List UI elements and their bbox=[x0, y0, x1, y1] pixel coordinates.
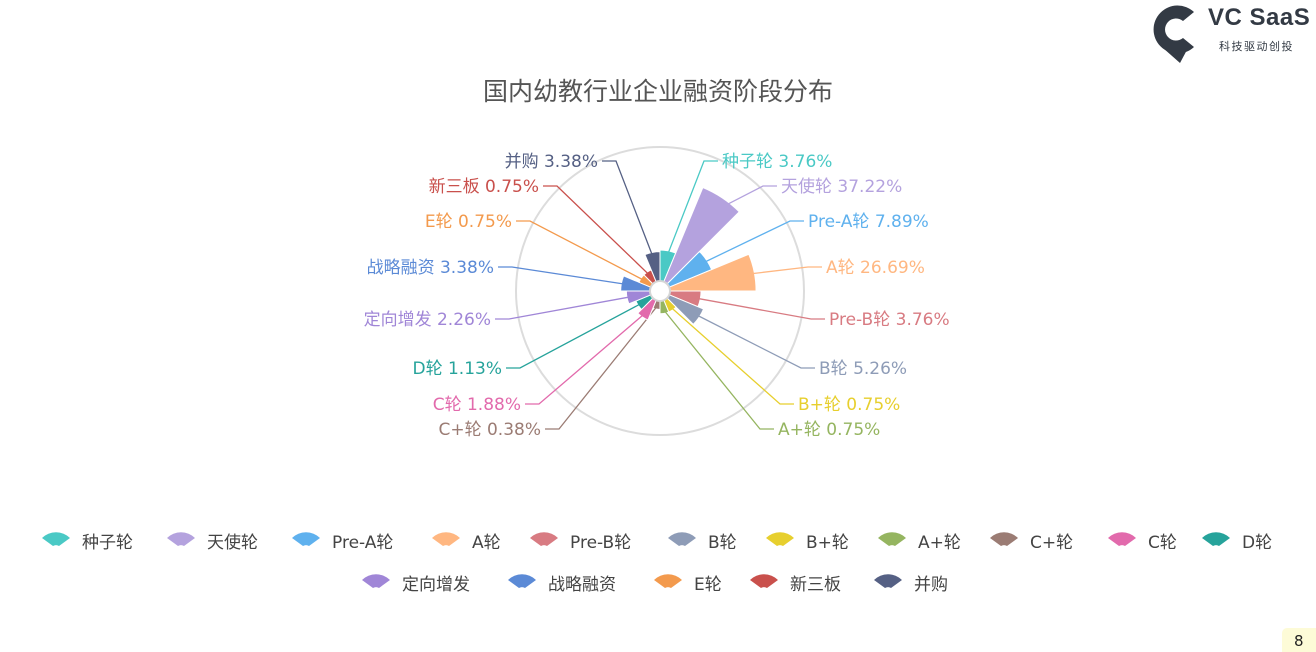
legend-label: C+轮 bbox=[1030, 533, 1074, 553]
slice-label-10: D轮 1.13% bbox=[413, 359, 503, 379]
slice-label-9: C轮 1.88% bbox=[433, 395, 521, 415]
legend-label: Pre-B轮 bbox=[570, 533, 632, 553]
legend-item-10[interactable]: D轮 bbox=[1200, 528, 1272, 553]
slice-label-11: 定向增发 2.26% bbox=[364, 310, 491, 330]
legend-item-13[interactable]: E轮 bbox=[652, 570, 722, 595]
legend-item-3[interactable]: A轮 bbox=[430, 528, 501, 553]
legend-label: D轮 bbox=[1242, 533, 1273, 553]
leader-line-0 bbox=[666, 160, 718, 258]
leader-line-4 bbox=[694, 297, 825, 320]
slice-label-4: Pre-B轮 3.76% bbox=[829, 310, 950, 330]
legend-fan-icon bbox=[167, 531, 195, 546]
slice-label-6: B+轮 0.75% bbox=[798, 395, 900, 415]
legend-item-11[interactable]: 定向增发 bbox=[360, 570, 470, 595]
slice-label-8: C+轮 0.38% bbox=[438, 420, 541, 440]
legend-label: 天使轮 bbox=[207, 533, 258, 553]
legend-item-8[interactable]: C+轮 bbox=[988, 528, 1073, 553]
leader-line-12 bbox=[498, 266, 628, 286]
legend-fan-icon bbox=[878, 531, 906, 546]
legend-fan-icon bbox=[42, 531, 70, 546]
slice-label-13: E轮 0.75% bbox=[425, 212, 512, 232]
leader-line-13 bbox=[516, 220, 645, 281]
leader-line-8 bbox=[545, 306, 658, 430]
slice-label-5: B轮 5.26% bbox=[819, 359, 907, 379]
legend-item-5[interactable]: B轮 bbox=[666, 528, 737, 553]
legend-label: 并购 bbox=[914, 575, 948, 595]
brand-name: VC SaaS bbox=[1208, 4, 1311, 31]
legend-label: B+轮 bbox=[806, 533, 849, 553]
legend-item-7[interactable]: A+轮 bbox=[876, 528, 961, 553]
leader-line-11 bbox=[495, 295, 633, 320]
legend-fan-icon bbox=[654, 573, 682, 588]
outer-guide-circle bbox=[515, 146, 805, 436]
legend-fan-icon bbox=[1202, 531, 1230, 546]
legend-fan-icon bbox=[990, 531, 1018, 546]
legend-item-6[interactable]: B+轮 bbox=[764, 528, 849, 553]
slice-label-14: 新三板 0.75% bbox=[429, 177, 539, 197]
location-pin-c-icon bbox=[1153, 5, 1194, 63]
slice-label-2: Pre-A轮 7.89% bbox=[808, 212, 929, 232]
legend-fan-icon bbox=[432, 531, 460, 546]
legend-label: A轮 bbox=[472, 533, 501, 553]
legend-fan-icon bbox=[292, 531, 320, 546]
legend-label: 新三板 bbox=[790, 575, 841, 595]
legend-label: E轮 bbox=[694, 575, 722, 595]
legend-label: A+轮 bbox=[918, 533, 961, 553]
slice-label-12: 战略融资 3.38% bbox=[367, 258, 494, 278]
slice-label-0: 种子轮 3.76% bbox=[722, 152, 832, 172]
legend-fan-icon bbox=[362, 573, 390, 588]
leader-line-9 bbox=[525, 312, 646, 405]
legend-fan-icon bbox=[508, 573, 536, 588]
legend-item-1[interactable]: 天使轮 bbox=[165, 528, 258, 553]
legend-fan-icon bbox=[668, 531, 696, 546]
leader-line-7 bbox=[663, 309, 774, 430]
leader-line-14 bbox=[543, 185, 650, 276]
legend-fan-icon bbox=[874, 573, 902, 588]
slice-label-1: 天使轮 37.22% bbox=[781, 176, 902, 197]
leader-line-10 bbox=[506, 302, 642, 369]
legend-label: 种子轮 bbox=[82, 533, 133, 553]
leader-line-2 bbox=[699, 220, 804, 266]
slice-label-7: A+轮 0.75% bbox=[778, 420, 880, 440]
leader-line-15 bbox=[602, 160, 655, 259]
legend-fan-icon bbox=[750, 573, 778, 588]
legend-label: 战略融资 bbox=[548, 575, 616, 595]
center-ring bbox=[649, 280, 671, 302]
corner-tab[interactable]: 8 bbox=[1282, 628, 1316, 652]
brand-tagline: 科技驱动创投 bbox=[1219, 40, 1294, 53]
chart-title: 国内幼教行业企业融资阶段分布 bbox=[482, 77, 833, 106]
leader-line-6 bbox=[670, 306, 794, 405]
legend-fan-icon bbox=[530, 531, 558, 546]
leader-line-1 bbox=[712, 185, 777, 213]
legend-item-14[interactable]: 新三板 bbox=[748, 570, 841, 595]
slice-label-3: A轮 26.69% bbox=[826, 258, 925, 278]
legend-fan-icon bbox=[1108, 531, 1136, 546]
legend-item-12[interactable]: 战略融资 bbox=[506, 570, 616, 595]
legend-item-9[interactable]: C轮 bbox=[1106, 528, 1177, 553]
leader-line-3 bbox=[740, 266, 822, 276]
legend-item-2[interactable]: Pre-A轮 bbox=[290, 528, 393, 553]
legend-fan-icon bbox=[766, 531, 794, 546]
legend-item-0[interactable]: 种子轮 bbox=[40, 528, 133, 553]
legend-item-4[interactable]: Pre-B轮 bbox=[528, 528, 631, 553]
leader-line-5 bbox=[692, 312, 815, 369]
brand-logo: VC SaaS 科技驱动创投 bbox=[1150, 0, 1316, 66]
legend-label: C轮 bbox=[1148, 533, 1177, 553]
legend-item-15[interactable]: 并购 bbox=[872, 570, 948, 595]
slice-label-15: 并购 3.38% bbox=[505, 152, 598, 172]
corner-tab-text: 8 bbox=[1294, 632, 1304, 650]
legend-label: B轮 bbox=[708, 533, 737, 553]
legend-label: Pre-A轮 bbox=[332, 533, 394, 553]
legend-label: 定向增发 bbox=[402, 575, 470, 595]
